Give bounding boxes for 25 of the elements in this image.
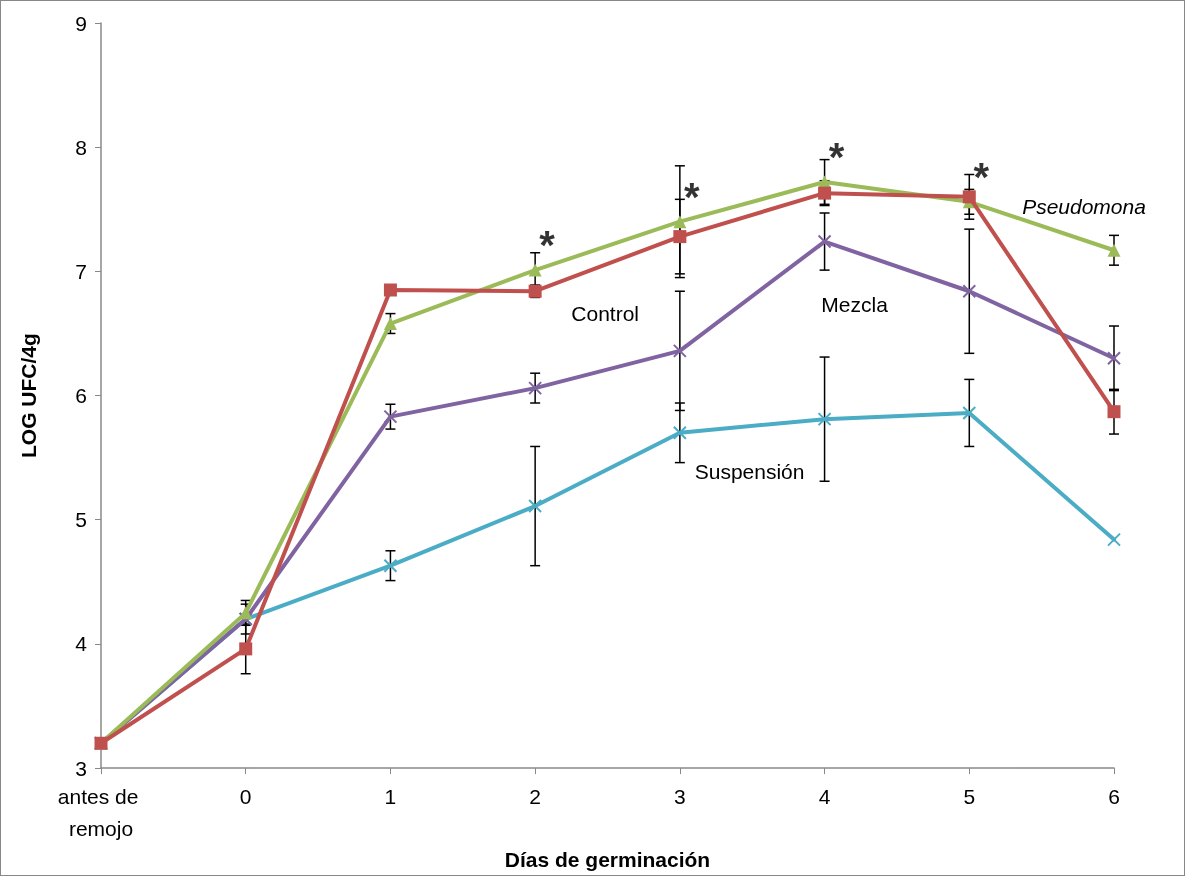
- x-tick-label: 2: [529, 784, 541, 808]
- series-label: Mezcla: [821, 292, 889, 316]
- y-tick-label: 8: [75, 135, 87, 159]
- annotation: *: [973, 154, 990, 199]
- x-axis-title: Días de germinación: [504, 848, 711, 871]
- series-label: Control: [571, 301, 639, 325]
- y-axis-title: LOG UFC/4g: [17, 333, 40, 458]
- y-tick-label: 6: [75, 384, 87, 408]
- x-tick-label: 3: [674, 784, 686, 808]
- x-tick-label: 5: [963, 784, 976, 808]
- y-tick-label: 3: [75, 756, 87, 780]
- x-tick-label: antes de remojo: [57, 784, 145, 840]
- annotation: *: [828, 134, 845, 179]
- annotation: *: [684, 174, 701, 219]
- x-tick-label: 1: [384, 784, 397, 808]
- series-label: Suspensión: [694, 460, 805, 484]
- series-label: Pseudomona: [1022, 194, 1146, 218]
- y-tick-label: 4: [75, 632, 88, 656]
- x-tick-label: 0: [239, 784, 252, 808]
- x-tick-label: 6: [1108, 784, 1120, 808]
- x-tick-label: 4: [818, 784, 831, 808]
- annotation: *: [539, 223, 556, 268]
- y-tick-label: 7: [75, 259, 87, 283]
- y-tick-label: 5: [75, 508, 87, 532]
- y-tick-label: 9: [75, 11, 87, 35]
